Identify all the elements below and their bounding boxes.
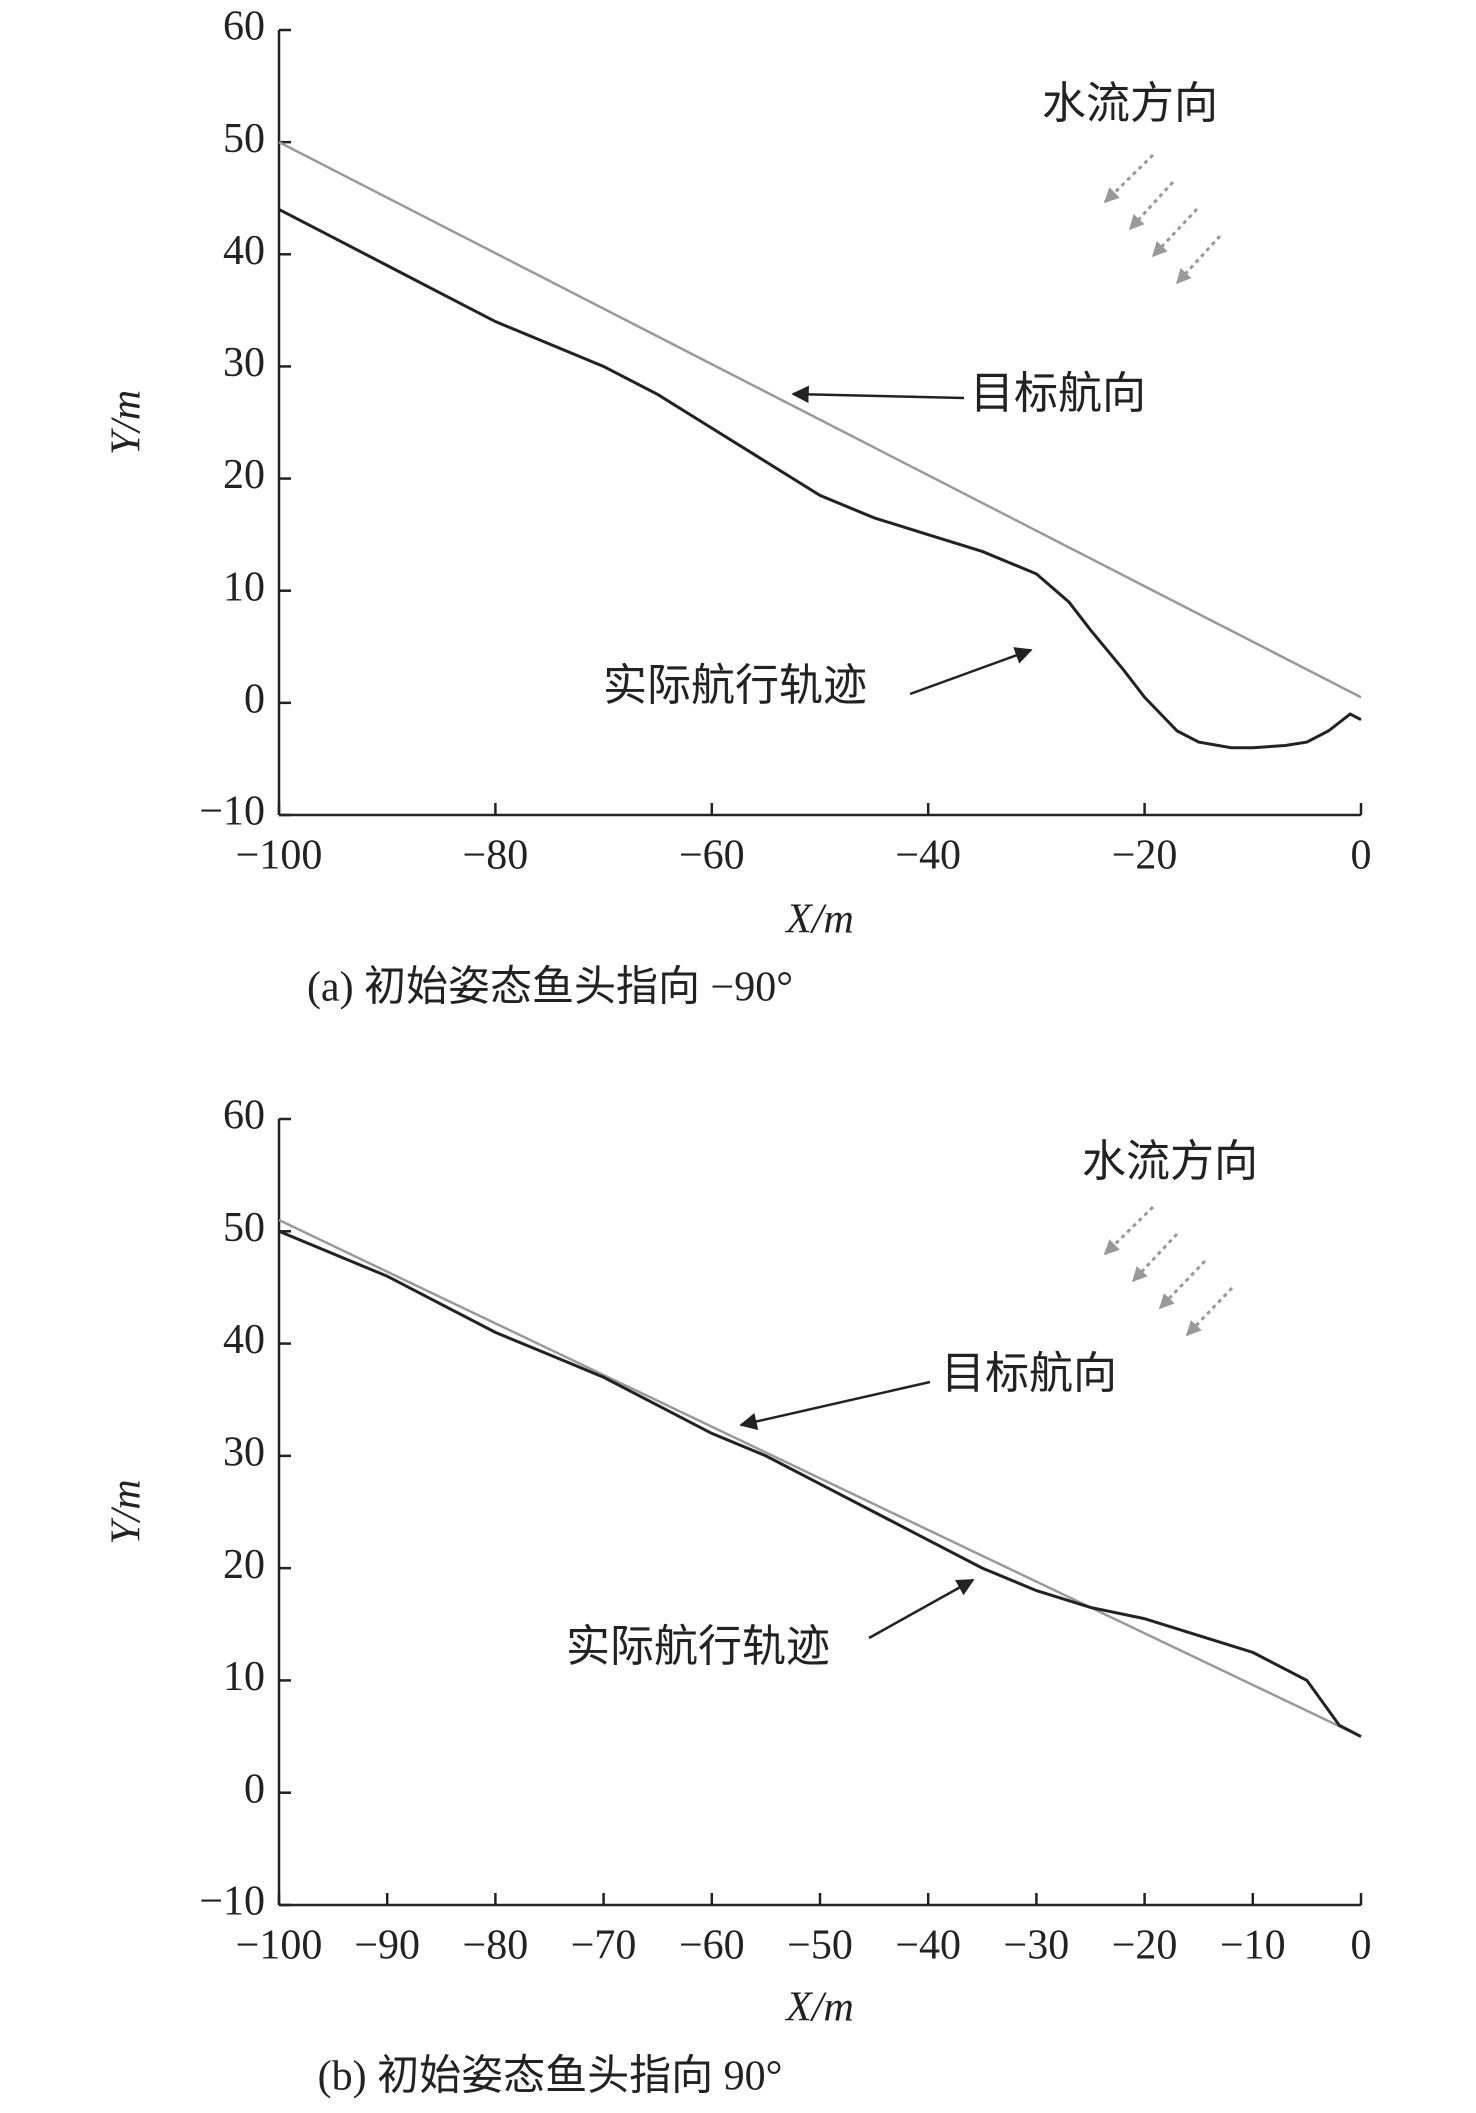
y-tick-label: 0 bbox=[244, 1766, 265, 1812]
y-tick-label: 50 bbox=[223, 1205, 265, 1251]
y-tick-label: 60 bbox=[223, 1093, 265, 1139]
flow-arrow bbox=[1185, 1286, 1234, 1337]
y-tick-label: 0 bbox=[244, 676, 265, 722]
x-tick-label: 0 bbox=[1351, 1923, 1372, 1969]
flow-arrow bbox=[1131, 1232, 1179, 1283]
flow-arrow bbox=[1103, 1205, 1155, 1256]
actual-track-line bbox=[278, 1229, 1362, 1738]
y-axis-label: Y/m bbox=[104, 390, 150, 455]
actual-track-arrow bbox=[868, 1578, 975, 1640]
y-tick-label: −10 bbox=[199, 1879, 265, 1925]
y-tick-label: 10 bbox=[223, 564, 265, 610]
x-tick-label: −80 bbox=[463, 1923, 529, 1969]
actual-track-label: 实际航行轨迹 bbox=[603, 661, 867, 710]
flow-arrow bbox=[1175, 234, 1222, 285]
target-course-line bbox=[278, 141, 1362, 699]
x-tick-label: −70 bbox=[571, 1923, 637, 1969]
chart-caption: (b) 初始姿态鱼头指向 90° bbox=[318, 2054, 783, 2100]
actual-track-label: 实际航行轨迹 bbox=[566, 1622, 830, 1671]
x-tick-label: −100 bbox=[236, 1923, 323, 1969]
y-tick-label: 40 bbox=[223, 1317, 265, 1363]
y-tick-label: 30 bbox=[223, 1429, 265, 1475]
flow-arrow bbox=[1128, 180, 1175, 231]
x-tick-label: −40 bbox=[895, 833, 961, 879]
target-course-line bbox=[278, 1218, 1362, 1738]
flow-label: 水流方向 bbox=[1042, 79, 1218, 128]
y-tick-label: 30 bbox=[223, 340, 265, 386]
x-axis-label: X/m bbox=[784, 897, 854, 943]
x-tick-label: −10 bbox=[1220, 1923, 1286, 1969]
y-axis-label: Y/m bbox=[104, 1479, 150, 1544]
x-tick-label: −40 bbox=[895, 1923, 961, 1969]
flow-label: 水流方向 bbox=[1082, 1137, 1258, 1186]
y-tick-label: 40 bbox=[223, 228, 265, 274]
x-tick-label: −50 bbox=[787, 1923, 853, 1969]
x-tick-label: −20 bbox=[1112, 833, 1178, 879]
y-tick-label: 10 bbox=[223, 1654, 265, 1700]
x-tick-label: −20 bbox=[1112, 1923, 1178, 1969]
actual-track-line bbox=[278, 208, 1362, 750]
x-tick-label: 0 bbox=[1351, 833, 1372, 879]
y-tick-label: −10 bbox=[199, 789, 265, 835]
x-axis-label: X/m bbox=[784, 1985, 854, 2031]
x-tick-label: −90 bbox=[354, 1923, 420, 1969]
flow-arrow bbox=[1158, 1259, 1207, 1310]
x-tick-label: −30 bbox=[1004, 1923, 1070, 1969]
x-tick-label: −100 bbox=[236, 833, 323, 879]
x-tick-label: −80 bbox=[463, 833, 529, 879]
chart-caption: (a) 初始姿态鱼头指向 −90° bbox=[307, 965, 793, 1011]
actual-track-arrow bbox=[909, 647, 1033, 696]
y-tick-label: 20 bbox=[223, 1542, 265, 1588]
y-tick-label: 20 bbox=[223, 452, 265, 498]
flow-arrow bbox=[1151, 207, 1199, 258]
target-course-label: 目标航向 bbox=[970, 369, 1146, 418]
x-tick-label: −60 bbox=[679, 1923, 745, 1969]
flow-arrow bbox=[1103, 153, 1155, 204]
target-course-arrow bbox=[791, 385, 965, 404]
x-tick-label: −60 bbox=[679, 833, 745, 879]
y-tick-label: 50 bbox=[223, 116, 265, 162]
target-course-arrow bbox=[739, 1380, 931, 1431]
target-course-label: 目标航向 bbox=[941, 1349, 1117, 1398]
y-tick-label: 60 bbox=[223, 4, 265, 50]
